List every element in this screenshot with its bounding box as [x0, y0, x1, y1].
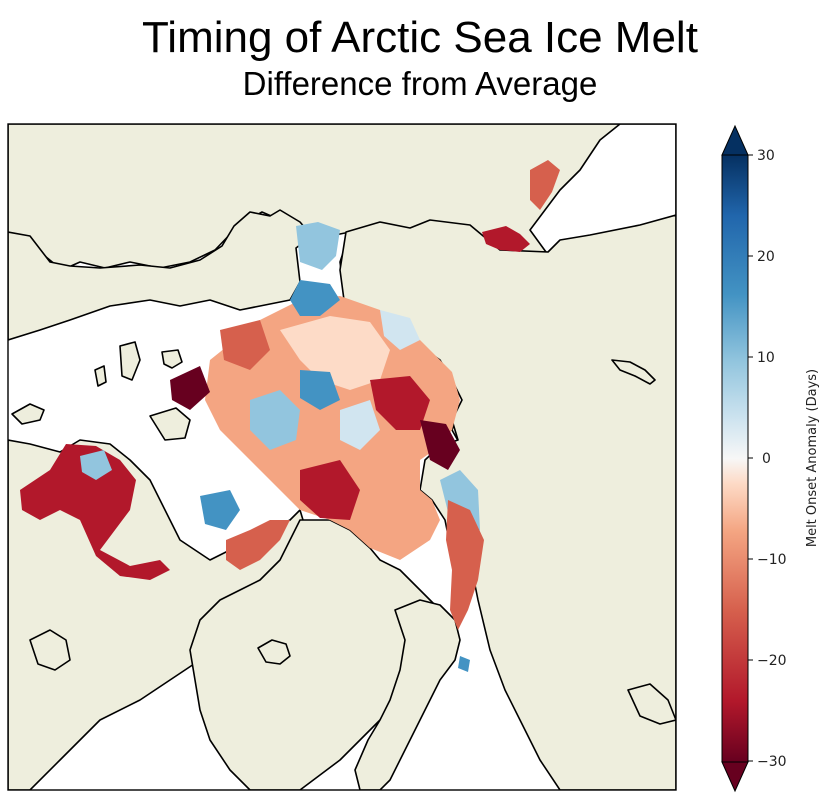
- land-island-iceland: [29, 629, 71, 671]
- land-island-small-1: [94, 365, 107, 387]
- colorbar: 30 20 10 0 −10 −20 −30 Melt Onset Anomal…: [721, 124, 820, 793]
- colorbar-tick-label: −10: [757, 552, 787, 568]
- anomaly-hudson-bay: [20, 444, 170, 580]
- colorbar-extend-min: [721, 761, 749, 793]
- anomaly-late-patch-4: [300, 370, 340, 410]
- land-island-wrangel: [161, 349, 183, 369]
- anomaly-late-patch-3: [380, 310, 420, 350]
- anomaly-central-arctic: [205, 296, 460, 560]
- anomaly-early-patch-4: [220, 320, 270, 370]
- colorbar-tick-label: 10: [757, 350, 775, 366]
- anomaly-late-patch-2: [290, 280, 340, 316]
- map-title: Timing of Arctic Sea Ice Melt: [142, 13, 698, 62]
- anomaly-early-patch-3: [300, 460, 360, 520]
- melt-anomaly-field: [20, 160, 560, 672]
- land-island-jan-mayen: [627, 683, 676, 725]
- anomaly-early-patch-2: [420, 420, 460, 470]
- anomaly-late-patch-6: [200, 490, 240, 530]
- colorbar-tick-label: −30: [757, 754, 787, 770]
- anomaly-baffin-bay: [226, 520, 290, 570]
- anomaly-east-greenland: [446, 500, 484, 630]
- anomaly-early-patch-5: [170, 366, 210, 410]
- anomaly-neutral-patch: [280, 316, 390, 390]
- colorbar-tick-label: 30: [757, 148, 775, 164]
- anomaly-late-patch-1: [296, 222, 340, 270]
- land-island-baffin: [149, 407, 191, 441]
- land-island-svalbard: [257, 639, 291, 665]
- anomaly-bering: [482, 226, 530, 252]
- anomaly-okhotsk: [530, 160, 560, 210]
- anomaly-late-patch-8: [340, 400, 380, 450]
- map-subtitle: Difference from Average: [242, 65, 598, 102]
- map-area: [8, 124, 676, 790]
- colorbar-tick-label: 0: [762, 451, 771, 467]
- colorbar-gradient: [721, 154, 749, 763]
- land-greenland: [189, 519, 451, 790]
- land-scandinavia: [354, 599, 461, 790]
- anomaly-hudson-blue: [80, 450, 112, 480]
- map-frame: [7, 123, 677, 791]
- colorbar-label: Melt Onset Anomaly (Days): [805, 369, 820, 547]
- anomaly-early-patch-1: [370, 376, 430, 430]
- land-island-small-2: [11, 403, 45, 425]
- anomaly-late-patch-5: [250, 390, 300, 450]
- colorbar-ticks: [748, 154, 753, 762]
- colorbar-tick-label: −20: [757, 653, 787, 669]
- colorbar-tick-label: 20: [757, 249, 775, 265]
- land-island-banks: [119, 341, 141, 381]
- land-island-novaya-zemlya: [611, 359, 656, 385]
- colorbar-extend-max: [721, 124, 749, 156]
- anomaly-small-blue-1: [458, 656, 470, 672]
